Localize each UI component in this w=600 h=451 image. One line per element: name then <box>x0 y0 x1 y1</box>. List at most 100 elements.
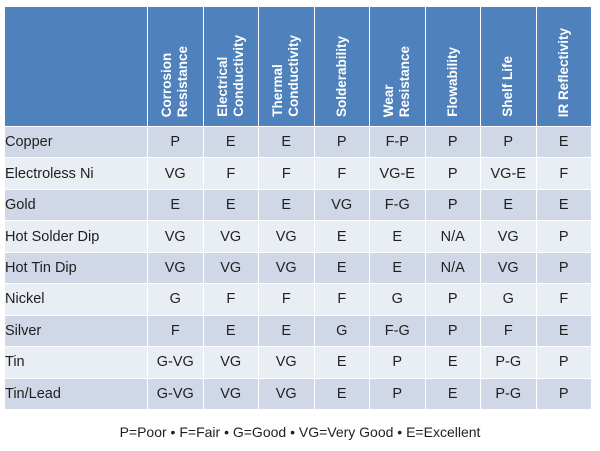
table-cell: F <box>313 283 370 316</box>
table-cell: P <box>424 157 481 190</box>
table-row: Hot Solder Dip VG VG VG E E N/A VG P <box>4 220 592 253</box>
table-cell: N/A <box>424 220 481 253</box>
table-cell: VG <box>202 346 259 379</box>
col-label: Shelf Life <box>500 56 516 117</box>
table-cell: E <box>313 377 370 410</box>
table-cell: E <box>535 314 592 348</box>
table-cell: E <box>202 188 259 222</box>
table-cell: VG <box>258 377 315 410</box>
table-row: Electroless Ni VG F F F VG-E P VG-E F <box>4 157 592 190</box>
table-cell: P <box>424 125 481 159</box>
table-cell: VG <box>258 220 315 253</box>
property-table: Corrosion Resistance Electrical Conducti… <box>4 6 592 410</box>
col-label: IR Reflectivity <box>555 27 571 117</box>
table-cell: P <box>535 377 592 410</box>
table-row: Copper P E E P F-P P P E <box>4 125 592 159</box>
table-cell: E <box>202 125 259 159</box>
table-cell: P <box>147 125 204 159</box>
table-cell: P <box>535 220 592 253</box>
table-cell: F-G <box>369 188 426 222</box>
table-cell: P <box>424 314 481 348</box>
table-row: Hot Tin Dip VG VG VG E E N/A VG P <box>4 251 592 285</box>
table-cell: F <box>480 314 537 348</box>
table-cell: F <box>202 283 259 316</box>
table-cell: G <box>147 283 204 316</box>
table-cell: F <box>258 283 315 316</box>
table-cell: E <box>424 377 481 410</box>
table-cell: G <box>313 314 370 348</box>
row-label: Tin <box>4 346 148 379</box>
table-cell: E <box>535 188 592 222</box>
corner-cell <box>4 6 148 127</box>
table-cell: VG <box>147 251 204 285</box>
table-cell: E <box>313 251 370 285</box>
table-cell: E <box>313 346 370 379</box>
rating-legend: P=Poor • F=Fair • G=Good • VG=Very Good … <box>119 424 481 440</box>
table-cell: E <box>258 188 315 222</box>
col-header-flowability: Flowability <box>424 6 481 127</box>
table-cell: P <box>313 125 370 159</box>
table-cell: G <box>369 283 426 316</box>
table-cell: F <box>147 314 204 348</box>
table-cell: P <box>535 346 592 379</box>
table-cell: P <box>369 377 426 410</box>
table-cell: E <box>480 188 537 222</box>
table-cell: E <box>369 251 426 285</box>
col-header-electrical-conductivity: Electrical Conductivity <box>202 6 259 127</box>
table-cell: E <box>147 188 204 222</box>
table-row: Nickel G F F F G P G F <box>4 283 592 316</box>
col-label: Electrical Conductivity <box>214 35 246 117</box>
table-cell: E <box>369 220 426 253</box>
table-row: Silver F E E G F-G P F E <box>4 314 592 348</box>
table-row: Tin/Lead G-VG VG VG E P E P-G P <box>4 377 592 410</box>
table-cell: VG <box>258 346 315 379</box>
table-cell: P <box>369 346 426 379</box>
table-cell: P <box>535 251 592 285</box>
table-cell: E <box>258 314 315 348</box>
row-label: Copper <box>4 125 148 159</box>
col-label: Wear Resistance <box>381 45 413 117</box>
table-cell: F <box>313 157 370 190</box>
col-label: Flowability <box>444 47 460 117</box>
table-cell: VG-E <box>480 157 537 190</box>
table-cell: E <box>424 346 481 379</box>
table-cell: VG <box>313 188 370 222</box>
table-cell: P-G <box>480 346 537 379</box>
table-cell: P-G <box>480 377 537 410</box>
table-cell: G-VG <box>147 377 204 410</box>
table-cell: F <box>202 157 259 190</box>
col-header-wear-resistance: Wear Resistance <box>369 6 426 127</box>
table-cell: F <box>535 283 592 316</box>
table-cell: VG-E <box>369 157 426 190</box>
col-header-solderability: Solderability <box>313 6 370 127</box>
table-cell: VG <box>480 251 537 285</box>
col-label: Solderability <box>333 35 349 117</box>
col-header-ir-reflectivity: IR Reflectivity <box>535 6 592 127</box>
col-header-corrosion-resistance: Corrosion Resistance <box>147 6 204 127</box>
table-cell: F <box>258 157 315 190</box>
table-row: Gold E E E VG F-G P E E <box>4 188 592 222</box>
table-row: Tin G-VG VG VG E P E P-G P <box>4 346 592 379</box>
col-label: Corrosion Resistance <box>159 45 191 117</box>
col-header-thermal-conductivity: Thermal Conductivity <box>258 6 315 127</box>
table-cell: VG <box>147 220 204 253</box>
row-label: Hot Tin Dip <box>4 251 148 285</box>
table-cell: VG <box>202 377 259 410</box>
row-label: Nickel <box>4 283 148 316</box>
table-cell: G <box>480 283 537 316</box>
table-cell: E <box>313 220 370 253</box>
table-cell: F <box>535 157 592 190</box>
table-cell: P <box>480 125 537 159</box>
row-label: Gold <box>4 188 148 222</box>
table-cell: VG <box>480 220 537 253</box>
row-label: Hot Solder Dip <box>4 220 148 253</box>
table-cell: VG <box>258 251 315 285</box>
table-cell: P <box>424 188 481 222</box>
table-cell: E <box>258 125 315 159</box>
header-row: Corrosion Resistance Electrical Conducti… <box>4 6 592 127</box>
table-body: Copper P E E P F-P P P E Electroless Ni … <box>4 125 592 410</box>
table-cell: E <box>535 125 592 159</box>
col-header-shelf-life: Shelf Life <box>480 6 537 127</box>
row-label: Silver <box>4 314 148 348</box>
